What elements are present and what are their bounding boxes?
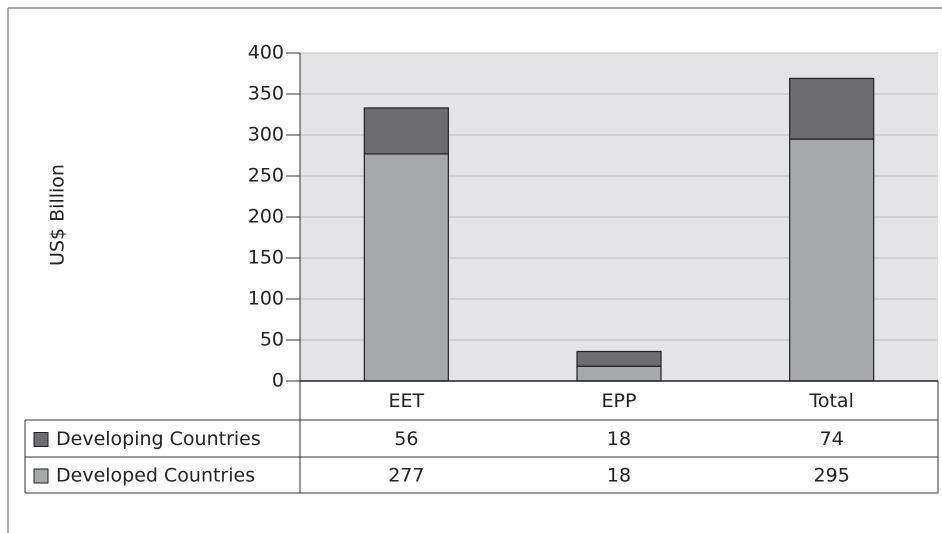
table-value: 18 [607, 465, 631, 487]
bar-segment [789, 138, 875, 382]
legend-label: Developing Countries [56, 428, 261, 450]
table-value: 277 [388, 465, 424, 487]
x-tick-label: EPP [602, 390, 637, 412]
legend-swatch [33, 468, 49, 484]
y-tick-label: 250 [248, 165, 284, 187]
y-axis-label: US$ Billion [47, 164, 69, 266]
table-value: 74 [820, 428, 844, 450]
y-tick-label: 200 [248, 206, 284, 228]
x-tick-label: EET [389, 390, 425, 412]
y-tick-label: 350 [248, 83, 284, 105]
y-tick-label: 300 [248, 124, 284, 146]
table-value: 18 [607, 428, 631, 450]
y-tick-label: 50 [260, 329, 284, 351]
bar-segment [576, 350, 662, 367]
bar-segment [789, 77, 875, 140]
legend-swatch [33, 432, 49, 447]
y-tick-label: 150 [248, 247, 284, 269]
table-value: 295 [814, 465, 850, 487]
table-value: 56 [394, 428, 418, 450]
legend-label: Developed Countries [56, 465, 255, 487]
y-tick-label: 400 [248, 42, 284, 64]
y-tick-label: 100 [248, 288, 284, 310]
bar-segment [576, 365, 662, 382]
bar-segment [363, 107, 449, 155]
x-tick-label: Total [808, 390, 853, 412]
y-tick-label: 0 [272, 370, 284, 392]
bar-segment [363, 153, 449, 382]
